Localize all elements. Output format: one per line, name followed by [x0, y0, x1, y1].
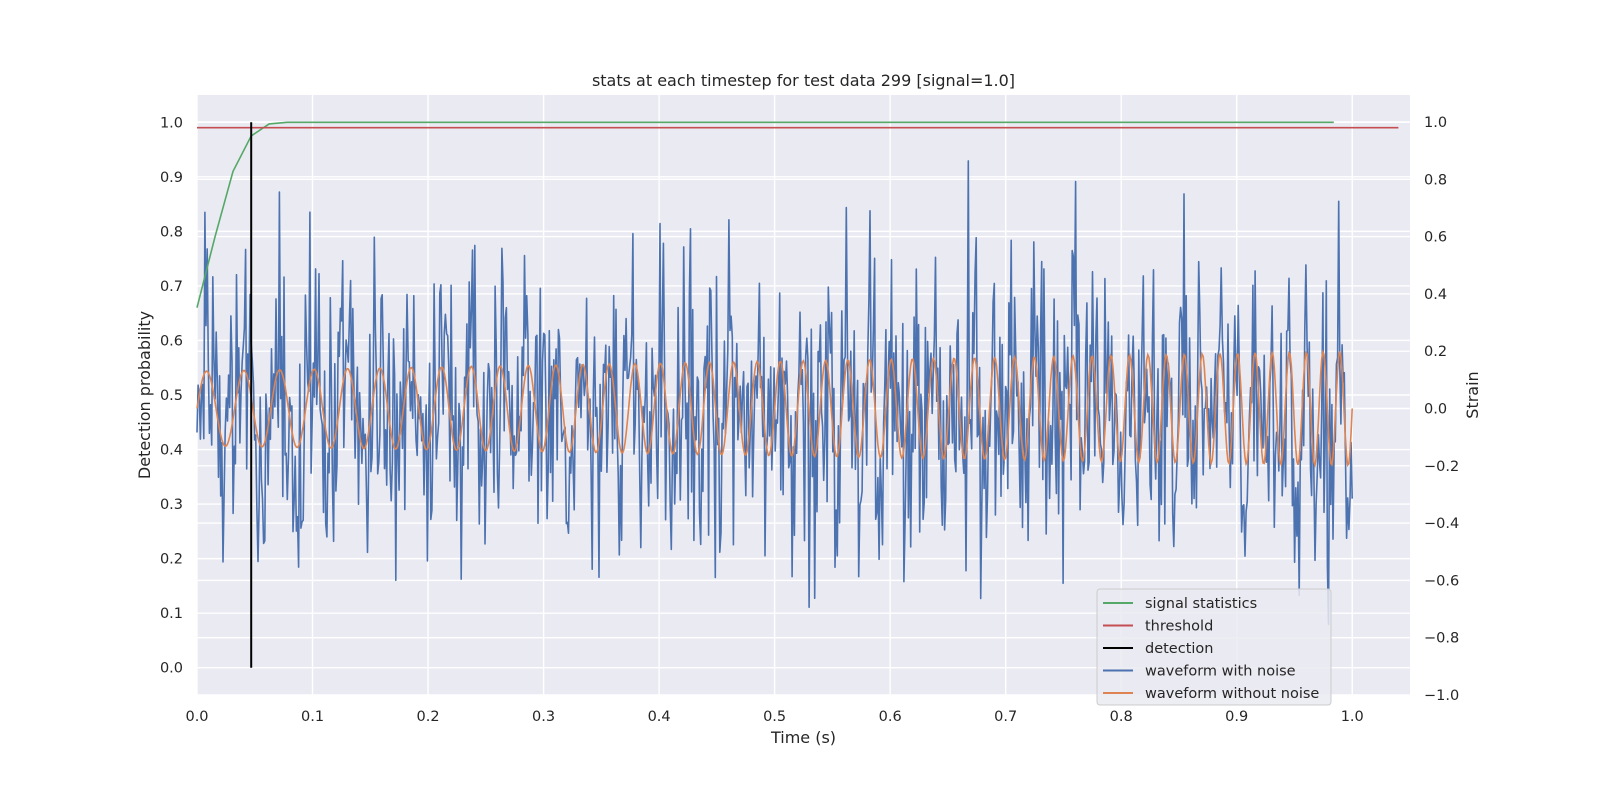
legend-label: threshold: [1145, 619, 1213, 635]
y-right-tick-label: −0.2: [1424, 459, 1459, 475]
legend-label: signal statistics: [1145, 596, 1257, 612]
y-left-tick-label: 0.8: [160, 224, 183, 240]
x-tick-label: 0.4: [648, 709, 671, 725]
x-tick-label: 0.6: [879, 709, 902, 725]
x-tick-label: 0.9: [1225, 709, 1248, 725]
y-right-tick-label: 1.0: [1424, 115, 1447, 131]
y-left-tick-label: 1.0: [160, 115, 183, 131]
y-right-tick-label: 0.0: [1424, 402, 1447, 418]
series-waveform-without-noise: [196, 349, 1353, 469]
x-tick-label: 0.0: [185, 709, 208, 725]
y-left-tick-label: 0.2: [160, 552, 183, 568]
y-right-tick-label: −0.4: [1424, 516, 1459, 532]
legend-label: waveform with noise: [1145, 664, 1296, 680]
y-left-tick-label: 0.5: [160, 388, 183, 404]
y-right-tick-label: 0.4: [1424, 287, 1447, 303]
y-left-tick-label: 0.0: [160, 661, 183, 677]
y-left-tick-label: 0.7: [160, 279, 183, 295]
x-tick-label: 0.2: [417, 709, 440, 725]
x-axis-label: Time (s): [770, 728, 836, 747]
legend-box: [1096, 588, 1332, 706]
x-tick-label: 0.7: [994, 709, 1017, 725]
legend-label: waveform without noise: [1145, 686, 1319, 702]
legend-label: detection: [1145, 641, 1213, 657]
y-right-tick-label: −0.8: [1424, 631, 1459, 647]
series-signal-statistics: [196, 121, 1334, 308]
y-left-tick-label: 0.3: [160, 497, 183, 513]
chart-title: stats at each timestep for test data 299…: [592, 71, 1015, 90]
y-left-tick-label: 0.1: [160, 606, 183, 622]
y-right-axis-label: Strain: [1463, 371, 1482, 418]
x-tick-label: 1.0: [1341, 709, 1364, 725]
x-tick-label: 0.3: [532, 709, 555, 725]
y-left-tick-label: 0.6: [160, 333, 183, 349]
y-right-tick-label: −1.0: [1424, 688, 1459, 704]
y-right-tick-label: −0.6: [1424, 573, 1459, 589]
y-left-tick-label: 0.4: [160, 443, 183, 459]
tick-labels: 0.0 0.1 0.2 0.3 0.4 0.5 0.6 0.7 0.8 0.9 1.0 0.0 0.1 0…: [160, 115, 1459, 725]
data-layer: [196, 121, 1399, 668]
x-tick-label: 0.8: [1110, 709, 1133, 725]
y-right-tick-label: 0.6: [1424, 230, 1447, 246]
x-tick-label: 0.5: [763, 709, 786, 725]
y-left-axis-label: Detection probability: [135, 311, 154, 479]
y-left-tick-label: 0.9: [160, 170, 183, 186]
y-right-tick-label: 0.2: [1424, 344, 1447, 360]
y-right-tick-label: 0.8: [1424, 172, 1447, 188]
x-tick-label: 0.1: [301, 709, 324, 725]
legend: signal statistics threshold detection wavef…: [1096, 588, 1332, 706]
